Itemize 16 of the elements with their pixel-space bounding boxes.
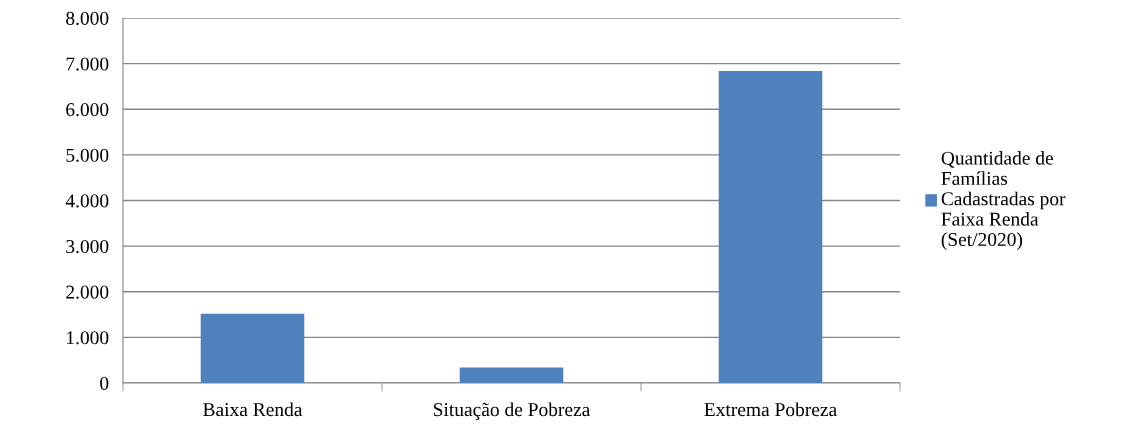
x-tick-label: Extrema Pobreza	[704, 402, 837, 417]
x-tick-label: Situação de Pobreza	[433, 402, 591, 421]
y-tick-label: 6.000	[66, 103, 109, 117]
y-tick-label: 3.000	[66, 239, 109, 254]
bar	[200, 313, 305, 383]
legend-label: Quantidade de Famílias Cadastradas por Faixa Renda (Set/2020)	[941, 151, 1066, 250]
y-tick-label: 2.000	[66, 285, 109, 299]
y-tick-label: 4.000	[65, 194, 109, 208]
bar	[459, 367, 564, 383]
bar	[718, 70, 823, 383]
y-tick-label: 0	[100, 376, 109, 390]
x-tick-label: Baixa Renda	[203, 402, 303, 417]
y-tick-label: 5.000	[66, 148, 109, 162]
y-tick-label: 8.000	[66, 11, 109, 26]
y-tick-label: 7.000	[66, 57, 109, 71]
y-tick-label: 1.000	[67, 331, 109, 345]
